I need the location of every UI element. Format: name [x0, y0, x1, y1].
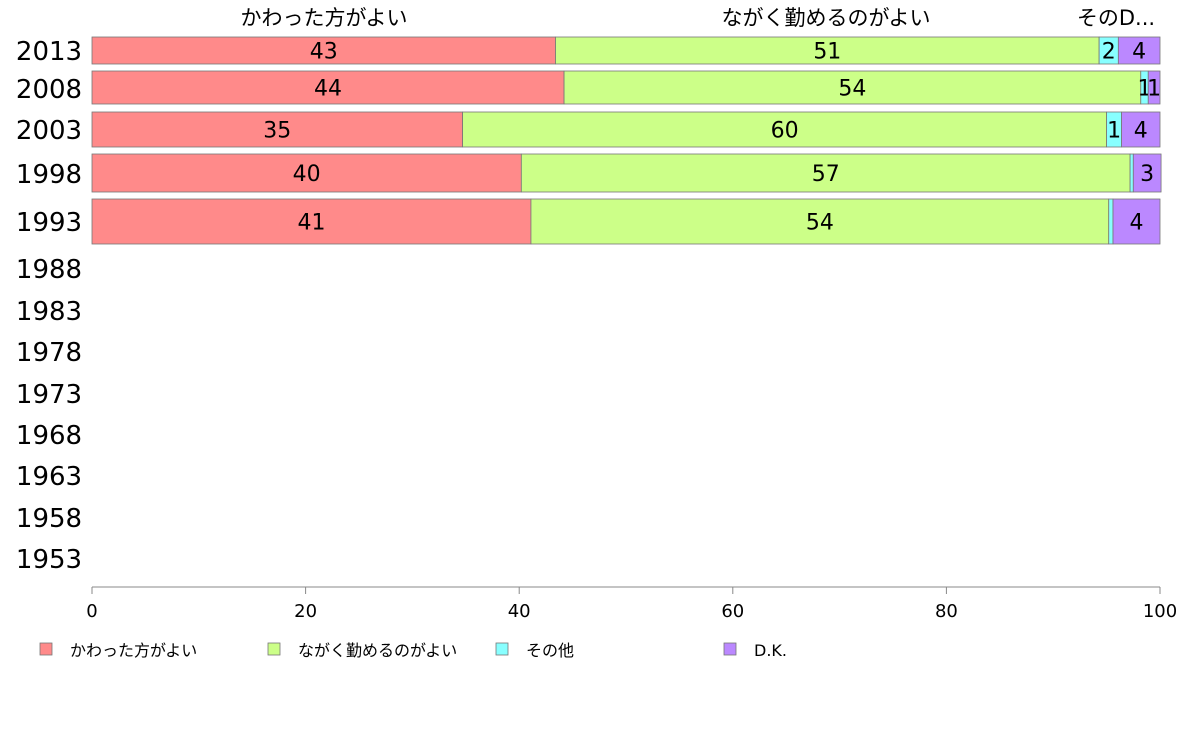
x-tick-label: 80	[935, 601, 958, 622]
data-label: 54	[806, 211, 834, 236]
data-label: 4	[1132, 40, 1146, 65]
year-label: 1998	[16, 160, 82, 190]
bar-segment	[563, 70, 1142, 105]
legend-label: かわった方がよい	[70, 641, 197, 660]
x-tick-label: 0	[86, 601, 97, 622]
data-label: 60	[771, 119, 799, 144]
bar-segment	[1112, 198, 1161, 245]
data-label: 4	[1134, 119, 1148, 144]
data-label: 40	[293, 162, 321, 187]
legend: かわった方がよい ながく勤めるのがよい その他 D.K.	[39, 641, 787, 660]
year-label: 1968	[16, 421, 82, 451]
bar-segment	[520, 153, 1131, 193]
top-labels: かわった方がよい ながく勤めるのがよい そのD...	[241, 6, 1156, 30]
bar-segment	[1108, 198, 1114, 245]
x-axis: 0 20 40 60 80 100	[86, 586, 1177, 622]
data-label: 43	[310, 40, 338, 65]
top-label-2: ながく勤めるのがよい	[722, 6, 931, 30]
data-label: 1	[1147, 77, 1161, 102]
data-label: 54	[838, 77, 866, 102]
data-label: 44	[314, 77, 342, 102]
x-tick-label: 20	[294, 601, 317, 622]
data-label: 51	[813, 40, 841, 65]
x-tick-label: 60	[721, 601, 744, 622]
legend-label: ながく勤めるのがよい	[298, 641, 457, 660]
year-label: 1973	[16, 380, 82, 410]
x-tick-label: 100	[1143, 601, 1177, 622]
year-label: 2008	[16, 75, 82, 105]
year-label: 1953	[16, 545, 82, 575]
data-label: 3	[1140, 162, 1154, 187]
legend-swatch	[495, 642, 509, 656]
bar-segment	[91, 36, 556, 65]
data-label: 57	[812, 162, 840, 187]
data-label: 1	[1107, 119, 1121, 144]
year-labels: 2013 2008 2003 1998 1993 1988 1983 1978 1973 1968…	[16, 37, 82, 575]
top-label-1: かわった方がよい	[241, 6, 408, 30]
year-label: 1963	[16, 462, 82, 492]
bar-segment	[91, 111, 464, 148]
legend-swatch	[267, 642, 281, 656]
legend-swatch	[723, 642, 737, 656]
data-label: 35	[263, 119, 291, 144]
year-label: 2013	[16, 37, 82, 67]
data-label: 41	[297, 211, 325, 236]
x-tick-label: 40	[508, 601, 531, 622]
data-label: 4	[1130, 211, 1144, 236]
legend-label: D.K.	[754, 641, 787, 660]
top-label-3: そのD...	[1077, 6, 1155, 30]
bar-segment	[1132, 153, 1162, 193]
bar-segment	[462, 111, 1108, 148]
bar-segment	[91, 153, 522, 193]
bar-segment	[1121, 111, 1161, 148]
year-label: 1988	[16, 255, 82, 285]
bar-segment	[530, 198, 1110, 245]
year-label: 1978	[16, 338, 82, 368]
bar-segment	[1117, 36, 1161, 65]
bar-segment	[1129, 153, 1134, 193]
bar-segment	[91, 198, 532, 245]
year-label: 1958	[16, 504, 82, 534]
bar-segment	[1147, 70, 1161, 105]
year-label: 2003	[16, 116, 82, 146]
year-label: 1983	[16, 297, 82, 327]
bar-segment	[91, 70, 565, 105]
year-label: 1993	[16, 208, 82, 238]
bar-segment	[555, 36, 1100, 65]
legend-swatch	[39, 642, 53, 656]
data-label: 2	[1102, 40, 1116, 65]
legend-label: その他	[526, 641, 574, 660]
